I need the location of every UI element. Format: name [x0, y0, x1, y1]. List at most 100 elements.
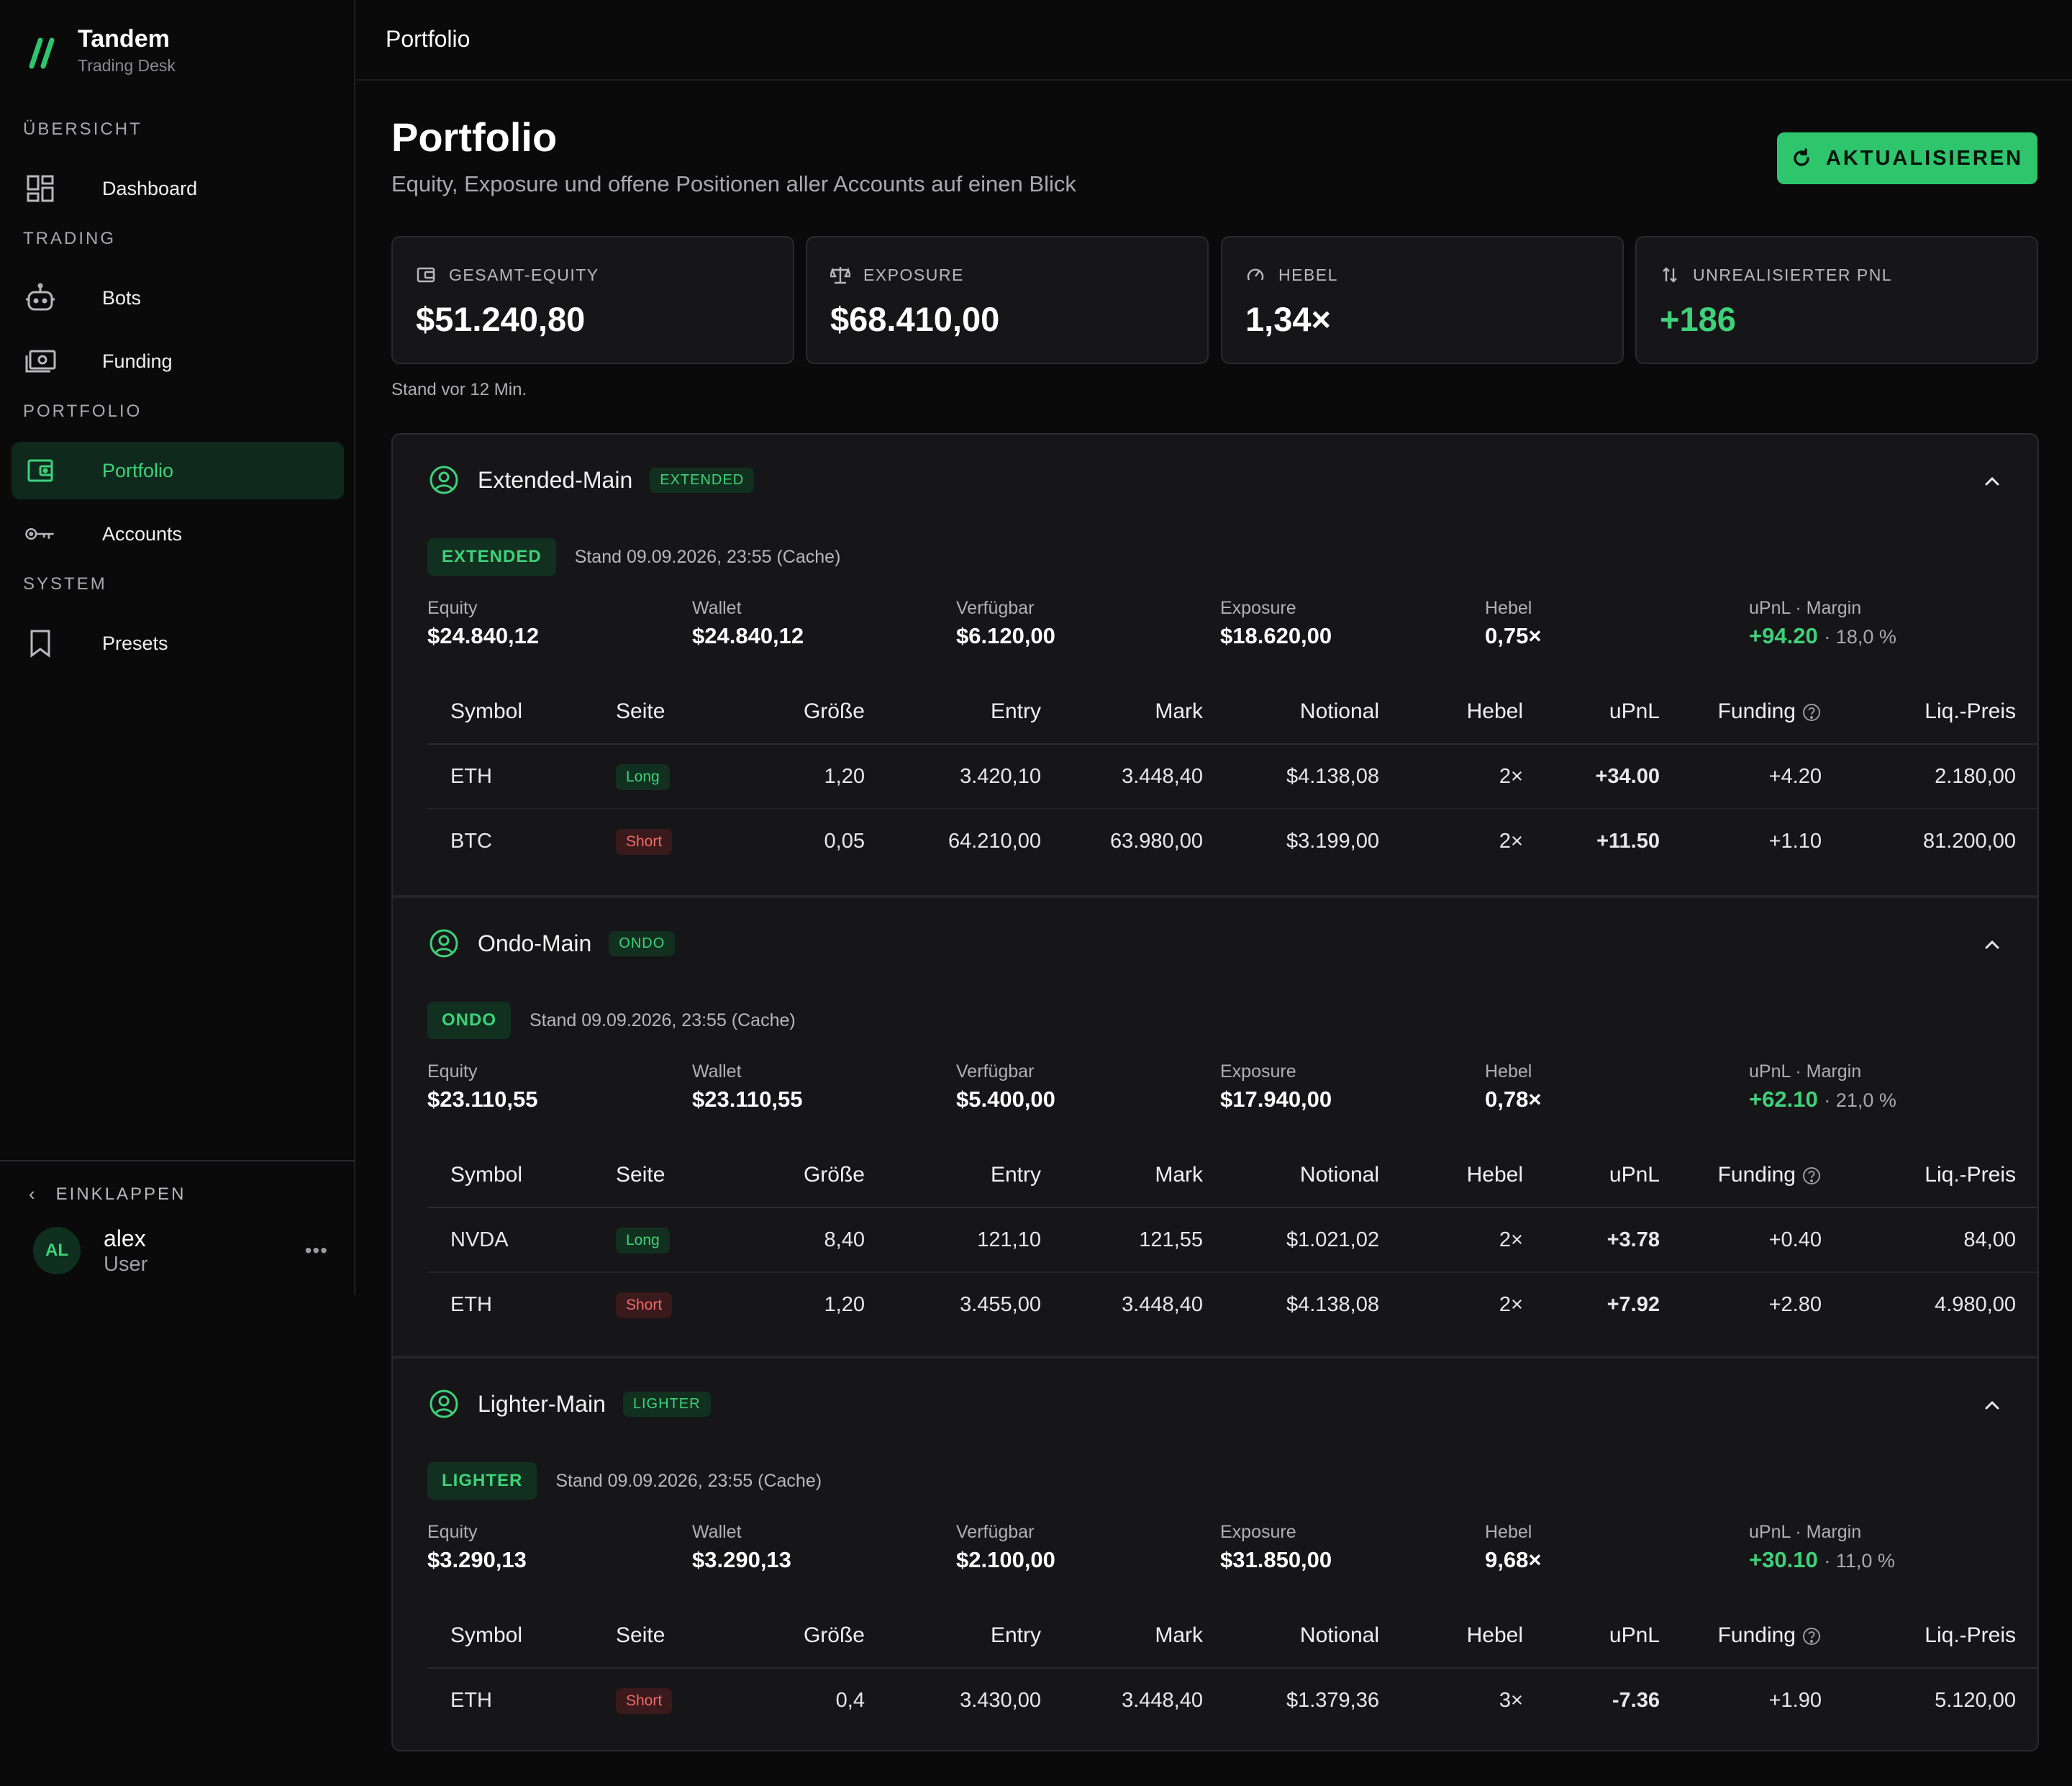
refresh-button[interactable]: AKTUALISIEREN: [1777, 132, 2037, 184]
cell-mark: 3.448,40: [1064, 744, 1226, 810]
account-header[interactable]: Ondo-Main ONDO: [429, 928, 676, 958]
sidebar-item-dashboard[interactable]: Dashboard: [12, 160, 344, 217]
user-circle-icon: [429, 1389, 459, 1419]
metric-label: Verfügbar: [956, 1522, 1035, 1542]
cell-upnl: -7.36: [1612, 1689, 1660, 1712]
column-header-notional: Notional: [1226, 1143, 1402, 1208]
help-icon[interactable]: [1801, 702, 1822, 722]
updown-icon: [1660, 265, 1680, 285]
cell-mark: 121,55: [1064, 1207, 1226, 1273]
column-header-symbol: Symbol: [427, 679, 593, 745]
help-icon[interactable]: [1801, 1626, 1822, 1646]
metric-upnl: +62.10: [1749, 1087, 1818, 1112]
sidebar-item-presets[interactable]: Presets: [12, 615, 344, 672]
metric-label: Hebel: [1485, 598, 1532, 618]
table-row[interactable]: BTC Short 0,05 64.210,00 63.980,00 $3.199,00 2…: [427, 809, 2037, 874]
page-title: Portfolio: [391, 114, 558, 160]
account-name: Lighter-Main: [478, 1390, 606, 1417]
kpi-card-leverage: HEBEL 1,34×: [1221, 236, 1624, 364]
more-icon[interactable]: •••: [304, 1239, 328, 1261]
collapse-button[interactable]: ‹ EINKLAPPEN: [29, 1183, 186, 1205]
column-header-funding[interactable]: Funding: [1683, 1603, 1845, 1669]
table-row[interactable]: NVDA Long 8,40 121,10 121,55 $1.021,02 2× +3.78…: [427, 1207, 2037, 1273]
column-header-funding[interactable]: Funding: [1683, 1143, 1845, 1208]
metric-available: Verfügbar $2.100,00: [956, 1521, 1055, 1577]
metric-exposure: Exposure $17.940,00: [1220, 1061, 1332, 1117]
metric-label: Hebel: [1485, 1061, 1532, 1082]
cell-side: Long: [593, 744, 708, 810]
metric-upnl_margin: uPnL · Margin +30.10 · 11,0 %: [1749, 1521, 1895, 1578]
table-row[interactable]: ETH Long 1,20 3.420,10 3.448,40 $4.138,08 2× +3…: [427, 744, 2037, 810]
refresh-label: AKTUALISIEREN: [1825, 146, 2024, 170]
cell-funding: +4.20: [1683, 744, 1845, 810]
column-header-notional: Notional: [1226, 679, 1402, 745]
key-icon: [24, 518, 56, 550]
cell-liq-price: 2.180,00: [1845, 744, 2037, 810]
sidebar-item-label: Presets: [102, 632, 168, 654]
brand[interactable]: Tandem Trading Desk: [29, 22, 176, 75]
refresh-icon: [1791, 148, 1812, 168]
positions-table: Symbol Seite Größe Entry Mark Notional Hebel uP…: [427, 1603, 2037, 1733]
cell-side: Long: [593, 1207, 708, 1273]
cell-upnl: +3.78: [1546, 1207, 1683, 1273]
positions-table: Symbol Seite Größe Entry Mark Notional Hebel uP…: [427, 679, 2037, 874]
metric-label: uPnL · Margin: [1749, 598, 1862, 618]
cell-funding: +0.40: [1683, 1207, 1845, 1273]
metric-upnl_margin: uPnL · Margin +62.10 · 21,0 %: [1749, 1061, 1896, 1118]
metric-value: $23.110,55: [427, 1087, 538, 1112]
chevron-up-icon[interactable]: [1981, 471, 2003, 492]
cell-leverage: 2×: [1499, 1293, 1523, 1316]
column-header-side: Seite: [593, 1143, 708, 1208]
sidebar-item-accounts[interactable]: Accounts: [12, 505, 344, 563]
column-header-size: Größe: [708, 1603, 888, 1669]
metric-equity: Equity $3.290,13: [427, 1521, 527, 1577]
kpi-card-upnl: UNREALISIERTER PNL +186: [1635, 236, 2038, 364]
column-header-funding[interactable]: Funding: [1683, 679, 1845, 745]
sidebar-item-portfolio[interactable]: Portfolio: [12, 442, 344, 499]
metric-value: $23.110,55: [692, 1087, 803, 1112]
chevron-up-icon[interactable]: [1981, 1395, 2003, 1416]
cell-symbol: NVDA: [427, 1207, 593, 1273]
money-icon: [24, 345, 56, 377]
metric-label: Equity: [427, 598, 478, 618]
cell-leverage: 2×: [1402, 1207, 1546, 1273]
sidebar-item-bots[interactable]: Bots: [12, 269, 344, 327]
sidebar-item-label: Bots: [102, 286, 142, 309]
bot-icon: [24, 282, 56, 314]
cell-size: 8,40: [708, 1207, 888, 1273]
metric-leverage: Hebel 0,78×: [1485, 1061, 1541, 1117]
cell-side: Short: [593, 1272, 708, 1337]
wallet-icon: [24, 455, 56, 486]
metric-label: Verfügbar: [956, 598, 1035, 618]
account-header[interactable]: Extended-Main EXTENDED: [429, 465, 755, 495]
sidebar: Tandem Trading Desk ÜBERSICHT Dashboard …: [0, 0, 355, 1295]
gauge-icon: [1245, 265, 1266, 285]
sidebar-item-funding[interactable]: Funding: [12, 332, 344, 390]
table-row[interactable]: ETH Short 1,20 3.455,00 3.448,40 $4.138,08 2× +…: [427, 1272, 2037, 1337]
metric-upnl_margin: uPnL · Margin +94.20 · 18,0 %: [1749, 597, 1896, 654]
account-header[interactable]: Lighter-Main LIGHTER: [429, 1389, 711, 1419]
column-header-leverage: Hebel: [1402, 1143, 1546, 1208]
bookmark-icon: [24, 627, 56, 659]
metric-value: $6.120,00: [956, 623, 1055, 648]
exchange-badge: ONDO: [427, 1002, 511, 1039]
kpi-label: EXPOSURE: [863, 265, 964, 284]
column-header-symbol: Symbol: [427, 1143, 593, 1208]
metric-value: $3.290,13: [427, 1547, 527, 1572]
table-row[interactable]: ETH Short 0,4 3.430,00 3.448,40 $1.379,36 3× -7…: [427, 1668, 2037, 1733]
account-name: Ondo-Main: [478, 930, 592, 956]
help-icon[interactable]: [1801, 1166, 1822, 1186]
metric-exposure: Exposure $18.620,00: [1220, 597, 1332, 653]
sidebar-item-label: Dashboard: [102, 177, 198, 199]
metric-upnl: +30.10: [1749, 1547, 1818, 1572]
column-header-mark: Mark: [1064, 1143, 1226, 1208]
column-header-upnl: uPnL: [1546, 1143, 1683, 1208]
cell-liq-price: 84,00: [1845, 1207, 2037, 1273]
column-header-liq: Liq.-Preis: [1845, 1603, 2037, 1669]
cell-liq-price: 81.200,00: [1922, 830, 2016, 853]
metric-available: Verfügbar $6.120,00: [956, 597, 1055, 653]
brand-name: Tandem: [78, 25, 170, 53]
chevron-up-icon[interactable]: [1981, 934, 2003, 956]
user-menu[interactable]: AL alex User •••: [33, 1225, 328, 1277]
user-circle-icon: [429, 465, 459, 495]
